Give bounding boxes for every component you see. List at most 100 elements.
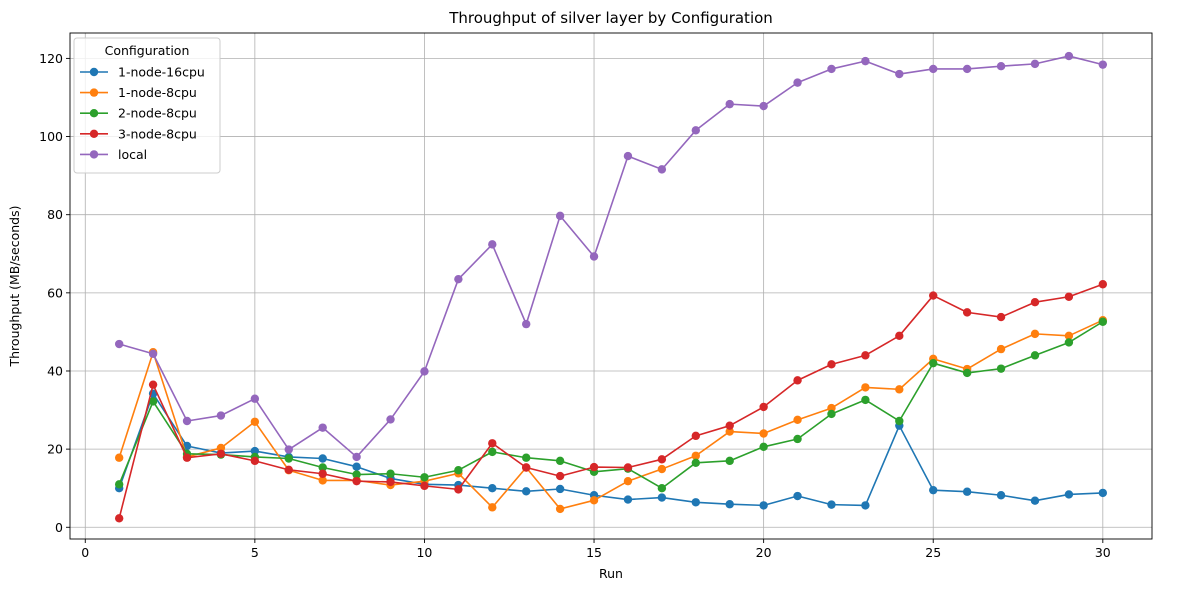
legend-entries: 1-node-16cpu 1-node-8cpu 2-node-8cpu 3-node… [80, 65, 205, 162]
data-point [1098, 280, 1108, 289]
data-point [216, 443, 226, 453]
data-point [318, 454, 327, 463]
data-point [488, 447, 497, 457]
data-point [929, 64, 938, 74]
data-point [1030, 59, 1040, 69]
data-point [861, 56, 870, 66]
data-point [114, 339, 124, 349]
legend-swatch-marker [89, 129, 99, 138]
data-point [759, 402, 768, 412]
data-point [250, 417, 260, 426]
y-tick-label: 120 [39, 51, 63, 66]
legend-entry: local [80, 147, 147, 162]
data-point [114, 453, 124, 462]
chart-title: Throughput of silver layer by Configurat… [448, 9, 773, 27]
legend-label: 1-node-8cpu [118, 85, 197, 100]
data-point [793, 491, 802, 501]
series-3-node-8cpu [114, 280, 1108, 523]
series-line [118, 55, 1104, 458]
data-point [488, 240, 497, 249]
legend-label: 3-node-8cpu [118, 126, 197, 141]
data-point [657, 464, 667, 474]
data-point [148, 349, 158, 358]
data-point [1064, 51, 1074, 61]
legend-label: 2-node-8cpu [118, 106, 197, 121]
data-point [352, 476, 361, 486]
data-point [555, 471, 565, 481]
data-point [386, 415, 395, 424]
data-point [182, 453, 192, 462]
legend-swatch-marker [89, 88, 99, 97]
data-point [725, 99, 734, 109]
data-point [895, 331, 904, 341]
legend-swatch-marker [89, 67, 99, 77]
data-point [962, 308, 972, 317]
series-line [118, 321, 1104, 490]
legend-entry: 2-node-8cpu [80, 106, 197, 121]
data-point [114, 480, 124, 489]
legend-box [73, 37, 221, 174]
data-point [488, 484, 497, 493]
data-point [691, 431, 700, 441]
series-layer [114, 51, 1108, 523]
x-tick-label: 30 [1095, 545, 1111, 560]
data-point [114, 514, 124, 523]
data-point [691, 498, 700, 507]
data-point [216, 449, 226, 459]
data-point [962, 487, 972, 496]
x-tick-label: 25 [925, 545, 941, 560]
data-point [827, 403, 836, 413]
y-tick-label: 40 [47, 363, 63, 378]
data-point [555, 456, 565, 466]
data-point [657, 455, 667, 464]
data-point [1098, 317, 1108, 326]
data-point [284, 465, 293, 475]
legend-swatch-marker [89, 109, 99, 118]
data-point [657, 165, 667, 174]
data-point [420, 473, 429, 482]
x-tick-label: 15 [586, 545, 602, 560]
data-point [1030, 329, 1040, 339]
x-tick-label: 10 [416, 545, 432, 560]
data-point [996, 312, 1006, 322]
data-point [861, 383, 870, 392]
data-point [996, 344, 1006, 354]
y-tick-label: 60 [47, 285, 63, 300]
data-point [895, 416, 904, 426]
legend-label: local [118, 147, 147, 162]
data-point [454, 466, 463, 475]
data-point [555, 211, 565, 221]
data-point [250, 446, 260, 456]
data-point [929, 358, 938, 368]
data-point [522, 463, 531, 472]
data-point [895, 69, 904, 79]
series-2-node-8cpu [114, 317, 1108, 493]
data-point [589, 462, 599, 472]
data-point [929, 485, 938, 495]
data-point [318, 463, 327, 472]
data-point [996, 364, 1006, 373]
data-point [996, 491, 1006, 500]
data-point [759, 442, 768, 451]
data-point [454, 485, 463, 494]
data-point [555, 484, 565, 494]
data-point [284, 445, 293, 454]
data-point [827, 64, 836, 74]
data-point [522, 319, 531, 329]
data-point [657, 484, 667, 493]
data-point [589, 252, 599, 261]
data-point [352, 452, 361, 462]
x-tick-label: 5 [251, 545, 259, 560]
series-local [114, 51, 1108, 462]
data-point [420, 367, 429, 376]
data-point [827, 500, 836, 509]
data-point [962, 368, 972, 378]
plot-frame [69, 32, 1153, 540]
y-tick-label: 100 [39, 129, 63, 144]
data-point [691, 458, 700, 468]
data-point [216, 411, 226, 420]
data-point [1064, 331, 1074, 341]
x-tick-label: 0 [81, 545, 89, 560]
y-tick-label: 0 [55, 520, 63, 535]
series-line [118, 319, 1104, 510]
